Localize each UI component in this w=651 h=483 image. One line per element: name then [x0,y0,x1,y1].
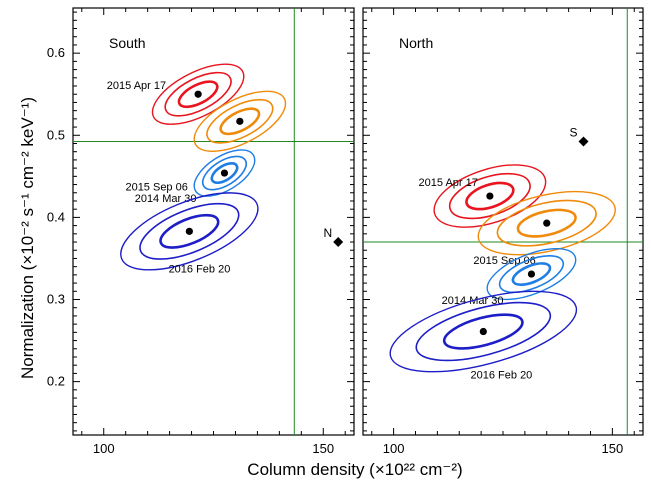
y-tick-label: 0.2 [47,374,65,389]
plot-frame [72,7,355,436]
best-fit-point [194,90,202,98]
epoch-label: 2016 Feb 20 [169,263,231,275]
confidence-contour [139,202,240,260]
confidence-contour [498,254,565,294]
epoch-label: 2015 Sep 06 [125,181,187,193]
epoch-label: 2015 Apr 17 [419,177,478,189]
panels-layer: 100 150 0.2 0.3 0.4 0.5 0.6 South 2015 Apr 17 201… [47,7,644,456]
confidence-contour [193,149,256,197]
confidence-contour [151,63,245,125]
x-tick-label: 100 [383,441,405,456]
best-fit-point [543,219,551,227]
confidence-contour [415,301,552,362]
confidence-contour [120,192,259,271]
best-fit-point [220,169,229,177]
confidence-contour [496,199,597,247]
panel-south: 100 150 0.2 0.3 0.4 0.5 0.6 South 2015 Apr 17 201… [47,7,355,456]
confidence-contour [219,107,261,136]
other-region-marker [333,237,344,248]
confidence-contour [193,90,287,153]
confidence-contour [486,247,577,301]
y-tick-label: 0.3 [47,292,65,307]
confidence-contour [511,262,552,287]
other-region-marker [578,136,589,147]
best-fit-point [185,227,193,235]
confidence-contour [210,162,239,185]
other-region-label: N [324,226,333,240]
best-fit-point [527,270,536,278]
y-axis-label: Normalization (×10⁻² s⁻¹ cm⁻² keV⁻¹) [18,97,37,379]
y-tick-label: 0.5 [47,127,65,142]
confidence-contour [477,190,616,256]
confidence-contour [164,71,232,117]
confidence-contour [201,155,248,191]
other-region-label: S [569,125,577,139]
x-tick-label: 150 [602,441,624,456]
y-tick-label: 0.4 [47,209,65,224]
panel-title: North [399,35,433,51]
confidence-contour [177,80,219,109]
best-fit-point [486,192,494,200]
epoch-label: 2015 Apr 17 [107,80,166,92]
panel-title: South [109,35,146,51]
epoch-label: 2016 Feb 20 [471,370,533,382]
confidence-contour [442,313,524,350]
confidence-contour [159,213,220,249]
x-axis-label: Column density (×10²² cm⁻²) [247,460,462,479]
confidence-contour [465,181,515,211]
confidence-contour [389,290,578,373]
epoch-label: 2014 Mar 30 [135,193,197,205]
confidence-contour [516,208,577,238]
confidence-contour [206,98,274,144]
x-tick-label: 150 [312,441,334,456]
best-fit-point [479,327,487,336]
best-fit-point [236,117,244,125]
y-tick-label: 0.6 [47,45,65,60]
confidence-contour [433,164,547,228]
x-tick-label: 100 [93,441,115,456]
